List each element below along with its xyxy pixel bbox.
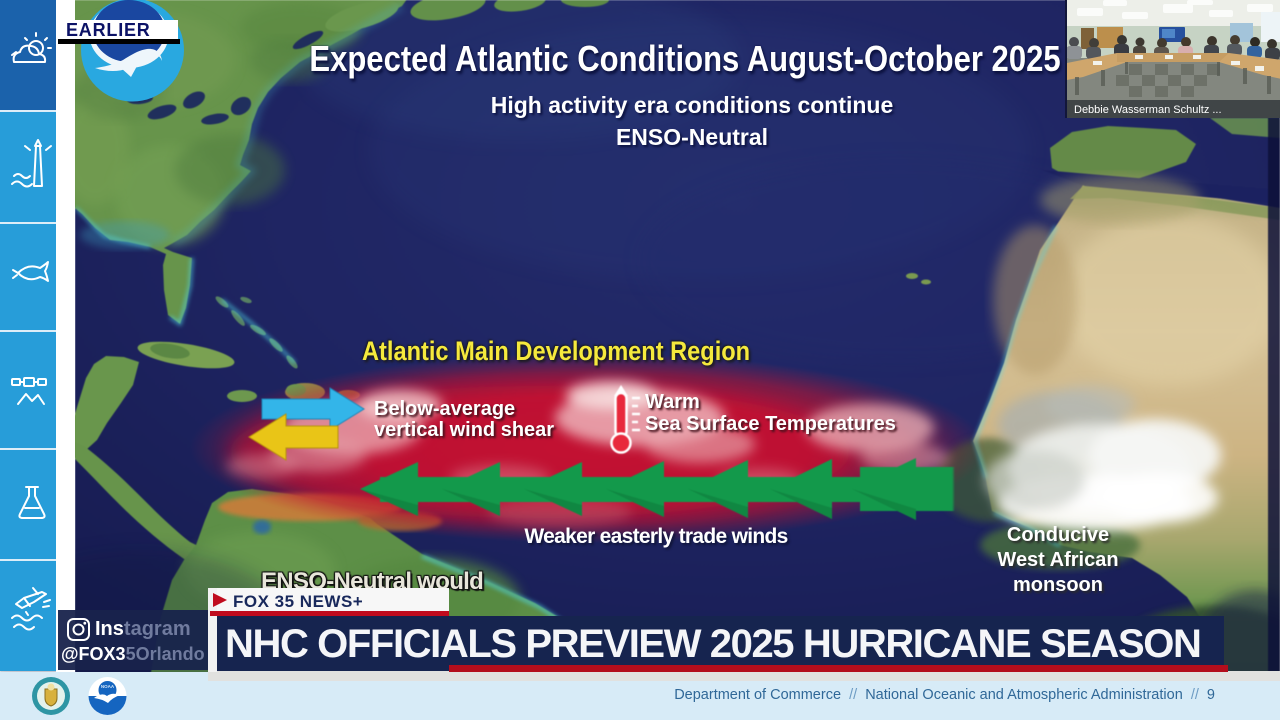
svg-text:Debbie Wasserman Schultz ...: Debbie Wasserman Schultz ... (1074, 104, 1222, 116)
svg-text:NOAA: NOAA (101, 684, 115, 689)
